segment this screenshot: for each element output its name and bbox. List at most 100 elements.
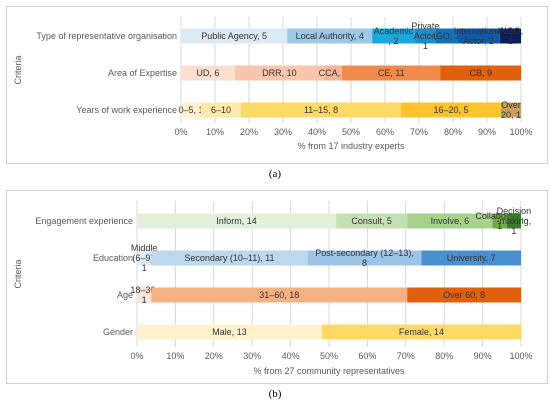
chart-a-bar-segment	[372, 28, 415, 44]
chart-a-data-label-line: Academic	[374, 26, 414, 36]
chart-b-x-tick-label: 50%	[320, 351, 338, 361]
chart-a-x-tick-label: 10%	[206, 127, 224, 137]
caption-b: (b)	[268, 388, 282, 400]
chart-b-y-axis-title: Criteria	[13, 259, 23, 288]
chart-a-bar-segment	[287, 28, 373, 44]
chart-a-data-label: CE, 11	[378, 68, 405, 78]
chart-a-data-label-line: Actor,	[414, 31, 437, 41]
chart-b-bar-segment	[421, 250, 521, 266]
chart-b-bar-segment	[321, 324, 521, 340]
caption-a: (a)	[268, 168, 282, 180]
chart-a-data-label: UD, 6	[196, 68, 219, 78]
chart-a-data-label-line: Actor, 2	[463, 36, 494, 46]
chart-b-data-label-line: 1	[142, 295, 147, 305]
chart-a-data-label-line: 1	[508, 36, 513, 46]
chart-b-x-tick-label: 30%	[243, 351, 261, 361]
chart-a-data-label: DRR, 10	[262, 68, 297, 78]
chart-b-data-label-line: 1	[511, 226, 516, 236]
chart-b-data-label: Over 60, 8	[443, 290, 485, 300]
chart-b-data-label: 31–60, 18	[259, 290, 299, 300]
chart-b-x-tick-label: 80%	[435, 351, 453, 361]
chart-b-data-label-line: Involve, 6	[431, 216, 470, 226]
chart-a-svg: 0% 10% 20% 30% 40% 50% 60% 70% 80% 90% 100% % from …	[13, 17, 533, 151]
chart-b-bar-segment	[407, 287, 521, 303]
chart-b-x-axis-title: % from 27 community representatives	[253, 366, 405, 376]
chart-b-data-label-line: Secondary (10–11), 11	[184, 253, 274, 263]
chart-b-data-label: Middle (6–9), 1	[131, 243, 158, 273]
chart-a-bar-segment	[414, 28, 436, 44]
chart-b-bar-segment	[307, 250, 422, 266]
chart-b-bar-segment	[137, 324, 322, 340]
chart-b-x-tick-label: 60%	[358, 351, 376, 361]
chart-a-x-tick-label: 90%	[478, 127, 496, 137]
chart-a-data-label-line: CE, 11	[378, 68, 405, 78]
chart-b-svg: 0% 10% 20% 30% 40% 50% 60% 70% 80% 90% 100% % from …	[13, 201, 533, 376]
chart-a-data-label-line: CCA, 2	[319, 68, 348, 78]
chart-b-data-label-line: University, 7	[447, 253, 496, 263]
chart-b-x-tick-label: 40%	[282, 351, 300, 361]
chart-b-data-label: University, 7	[447, 253, 496, 263]
chart-b-data-label: Involve, 6	[431, 216, 470, 226]
chart-b-data-label: 18–30, 1	[130, 285, 158, 305]
chart-a-data-label-line: 0–5, 1	[178, 105, 203, 115]
chart-b-data-label: Inform, 14	[216, 216, 257, 226]
chart-b-x-tick-label: 20%	[205, 351, 223, 361]
chart-panel-a: 0% 10% 20% 30% 40% 50% 60% 70% 80% 90% 100% % from …	[6, 6, 548, 164]
chart-a-bar-segment	[181, 65, 235, 81]
chart-a-data-label: Public Agency, 5	[201, 31, 267, 41]
chart-b-data-label: Post-secondary (12–13), 8	[315, 248, 414, 268]
chart-b-bar-segment	[137, 213, 337, 229]
chart-a-data-label-line: International	[454, 26, 504, 36]
chart-a-data-label-line: 6–10	[211, 105, 231, 115]
chart-b-bar-segment	[492, 213, 507, 229]
chart-b-category-label: Education	[93, 253, 133, 263]
chart-b-data-label-line: Female, 14	[399, 327, 444, 337]
chart-b-data-label-line: Collaborate,	[475, 211, 524, 221]
chart-a-data-label-line: CB, 9	[469, 68, 492, 78]
chart-a-data-label-line: 1	[423, 41, 428, 51]
chart-panel-b: 0% 10% 20% 30% 40% 50% 60% 70% 80% 90% 100% % from …	[6, 190, 548, 384]
chart-a-x-axis-title: % from 17 industry experts	[297, 141, 405, 151]
chart-b-category-label: Gender	[103, 327, 133, 337]
chart-a-data-label: International Actor, 2	[454, 26, 504, 46]
chart-a-bar-segment	[436, 28, 458, 44]
chart-b-bar-segment	[506, 213, 521, 229]
chart-b-data-label-line: Consult, 5	[351, 216, 392, 226]
chart-a-bar-segment	[201, 102, 241, 118]
chart-a-data-label: CB, 9	[469, 68, 492, 78]
chart-b-data-label-line: 31–60, 18	[259, 290, 299, 300]
chart-a-data-label-line: Over	[501, 100, 521, 110]
chart-b-x-tick-label: 70%	[397, 351, 415, 361]
chart-b-bar-segment	[137, 287, 152, 303]
chart-a-bar-segment	[501, 102, 521, 118]
chart-b-data-label: Consult, 5	[351, 216, 392, 226]
chart-b-x-tick-label: 100%	[509, 351, 532, 361]
chart-b-data-label-line: Post-secondary (12–13),	[315, 248, 414, 258]
chart-b-data-label-line: Over 60, 8	[443, 290, 485, 300]
chart-a-y-axis-title: Criteria	[13, 55, 23, 84]
chart-a-category-label: Years of work experience	[76, 105, 177, 115]
chart-b-data-label: Secondary (10–11), 11	[184, 253, 274, 263]
chart-b-bar-segment	[407, 213, 493, 229]
chart-a-data-label: 0–5, 1	[178, 105, 203, 115]
chart-a-x-tick-label: 40%	[308, 127, 326, 137]
chart-b-data-label-line: Middle	[131, 243, 158, 253]
chart-b-data-label-line: 8	[362, 258, 367, 268]
chart-b-data-label-line: 1	[142, 263, 147, 273]
chart-b-bar-segment	[151, 250, 308, 266]
chart-b-data-label-line: Inform, 14	[216, 216, 257, 226]
chart-a-bar-segment	[324, 65, 343, 81]
chart-a-data-label-line: IGO, 1	[433, 31, 460, 41]
chart-b-bar-segment	[151, 287, 408, 303]
chart-a-x-tick-label: 60%	[376, 127, 394, 137]
chart-b-data-label-line: Decision	[497, 206, 532, 216]
chart-a-x-tick-label: 100%	[509, 127, 532, 137]
chart-a-data-label: IGO, 1	[433, 31, 460, 41]
chart-a-bar-segment	[241, 102, 401, 118]
chart-a-bar-segment	[457, 28, 500, 44]
chart-b-x-tick-label: 10%	[166, 351, 184, 361]
chart-b-bar-segment	[336, 213, 408, 229]
chart-a-data-label-line: 16–20, 5	[433, 105, 468, 115]
chart-b-data-label-line: 1	[497, 221, 502, 231]
